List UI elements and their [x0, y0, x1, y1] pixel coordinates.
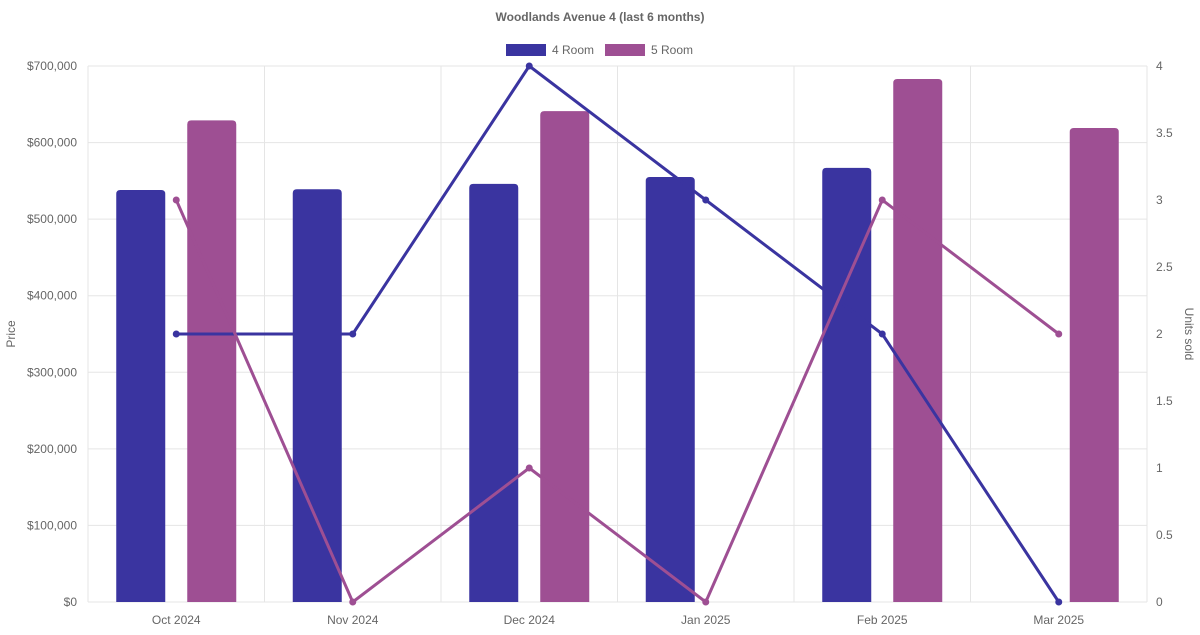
- right-tick-label: 0.5: [1156, 528, 1173, 542]
- gridlines: [87, 65, 1148, 603]
- legend[interactable]: 4 Room 5 Room: [506, 43, 693, 57]
- x-tick-label: Oct 2024: [152, 613, 201, 627]
- x-tick-label: Mar 2025: [1033, 613, 1084, 627]
- x-tick-label: Feb 2025: [857, 613, 908, 627]
- right-tick-label: 0: [1156, 595, 1163, 609]
- left-tick-label: $200,000: [27, 442, 77, 456]
- bar-4-room-feb-2025[interactable]: [822, 167, 872, 602]
- bar-4-room-nov-2024[interactable]: [292, 189, 342, 602]
- units-sold-point-2-dec-2024[interactable]: [525, 464, 533, 472]
- x-tick-label: Nov 2024: [327, 613, 379, 627]
- units-sold-point-2-feb-2025[interactable]: [878, 196, 886, 204]
- bar-5-room-dec-2024[interactable]: [540, 111, 590, 603]
- units-sold-point-1-oct-2024[interactable]: [172, 330, 180, 338]
- x-tick-label: Dec 2024: [504, 613, 556, 627]
- units-sold-point-2-mar-2025[interactable]: [1055, 330, 1063, 338]
- left-tick-label: $300,000: [27, 365, 77, 379]
- x-tick-label: Jan 2025: [681, 613, 731, 627]
- left-tick-label: $100,000: [27, 518, 77, 532]
- bar-5-room-oct-2024[interactable]: [187, 120, 237, 602]
- left-axis-ticks: $0 $100,000 $200,000 $300,000 $400,000 $500,0…: [27, 59, 77, 609]
- bar-4-room-dec-2024[interactable]: [469, 183, 519, 603]
- right-tick-label: 2.5: [1156, 260, 1173, 274]
- bar-5-room-mar-2025[interactable]: [1069, 128, 1119, 602]
- chart-title: Woodlands Avenue 4 (last 6 months): [496, 10, 705, 24]
- lines: [172, 62, 1063, 606]
- units-sold-point-2-nov-2024[interactable]: [349, 598, 357, 606]
- left-tick-label: $500,000: [27, 212, 77, 226]
- units-sold-point-1-jan-2025[interactable]: [702, 196, 710, 204]
- right-tick-label: 4: [1156, 59, 1163, 73]
- x-axis-ticks: Oct 2024 Nov 2024 Dec 2024 Jan 2025 Feb 2025…: [152, 613, 1085, 627]
- right-tick-label: 3: [1156, 193, 1163, 207]
- legend-label-4-room[interactable]: 4 Room: [552, 43, 594, 57]
- right-tick-label: 3.5: [1156, 126, 1173, 140]
- units-sold-point-2-oct-2024[interactable]: [172, 196, 180, 204]
- units-sold-point-1-mar-2025[interactable]: [1055, 598, 1063, 606]
- left-tick-label: $600,000: [27, 136, 77, 150]
- units-sold-point-1-nov-2024[interactable]: [349, 330, 357, 338]
- bar-4-room-oct-2024[interactable]: [116, 190, 166, 602]
- units-sold-point-1-dec-2024[interactable]: [525, 62, 533, 70]
- bar-5-room-feb-2025[interactable]: [893, 79, 943, 602]
- left-tick-label: $400,000: [27, 289, 77, 303]
- right-tick-label: 1.5: [1156, 394, 1173, 408]
- right-axis-ticks: 0 0.5 1 1.5 2 2.5 3 3.5 4: [1156, 59, 1173, 609]
- right-axis-title: Units sold: [1182, 308, 1196, 361]
- left-tick-label: $0: [64, 595, 78, 609]
- units-sold-line-1: [176, 64, 1061, 603]
- left-tick-label: $700,000: [27, 59, 77, 73]
- legend-swatch-5-room[interactable]: [605, 44, 645, 56]
- left-axis-title: Price: [4, 320, 18, 348]
- legend-label-5-room[interactable]: 5 Room: [651, 43, 693, 57]
- legend-swatch-4-room[interactable]: [506, 44, 546, 56]
- bars: [116, 79, 1119, 603]
- right-tick-label: 1: [1156, 461, 1163, 475]
- units-sold-line-2: [174, 198, 1060, 604]
- units-sold-point-1-feb-2025[interactable]: [878, 330, 886, 338]
- bar-4-room-jan-2025[interactable]: [645, 177, 695, 602]
- units-sold-point-2-jan-2025[interactable]: [702, 598, 710, 606]
- right-tick-label: 2: [1156, 327, 1163, 341]
